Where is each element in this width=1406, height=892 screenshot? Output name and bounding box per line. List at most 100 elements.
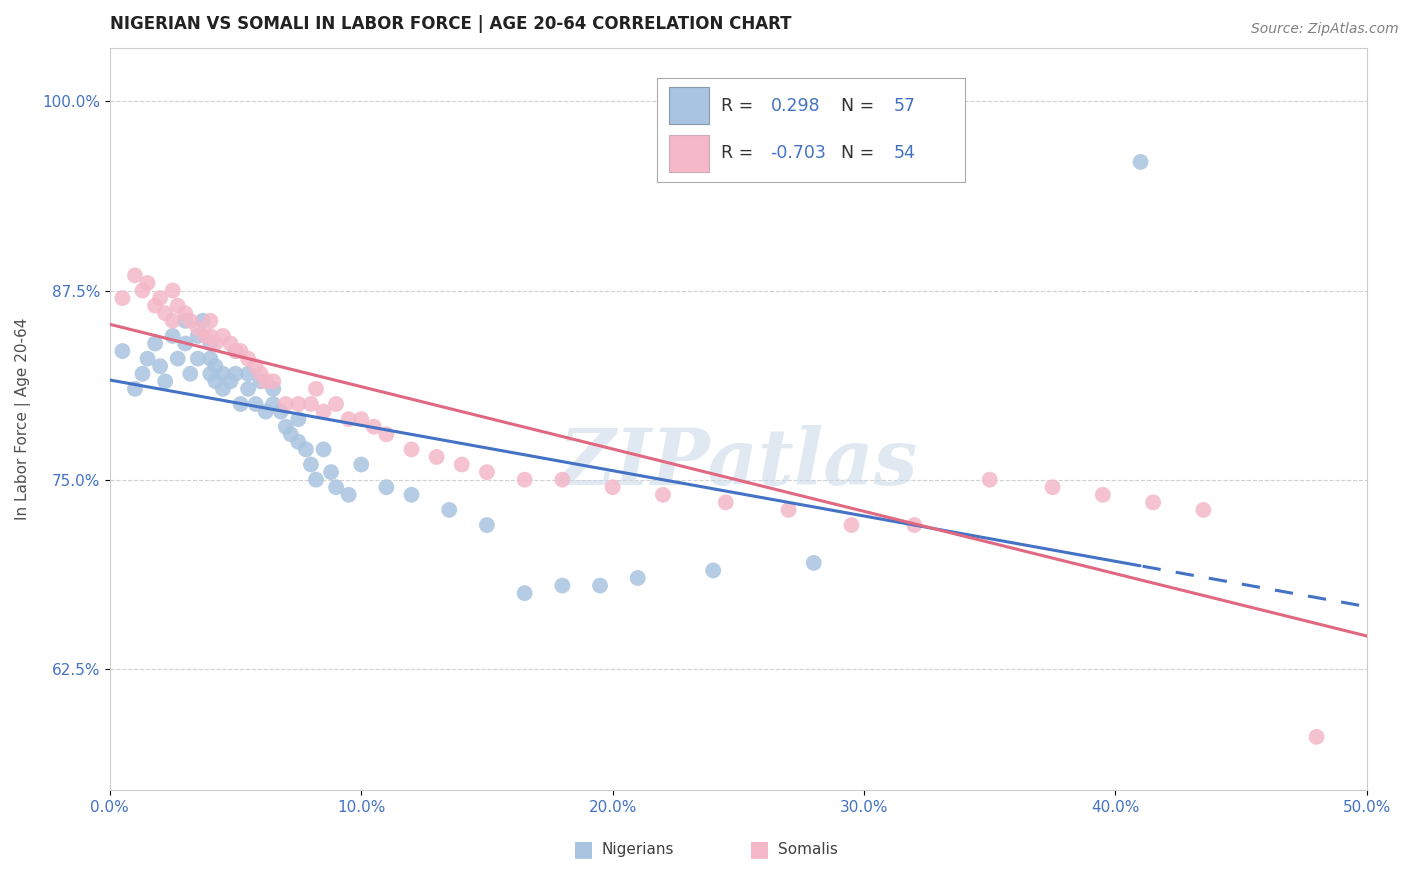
Point	[236, 351, 259, 366]
Point	[1192, 503, 1215, 517]
Point	[174, 306, 197, 320]
Point	[229, 397, 252, 411]
Point	[225, 344, 247, 359]
Point	[200, 314, 222, 328]
Point	[299, 458, 322, 472]
Point	[551, 578, 574, 592]
Point	[651, 488, 673, 502]
Text: ZIPatlas: ZIPatlas	[558, 425, 918, 502]
Point	[200, 329, 222, 343]
Point	[1305, 730, 1327, 744]
Point	[143, 336, 166, 351]
Point	[212, 329, 235, 343]
Text: Nigerians: Nigerians	[602, 842, 675, 856]
Y-axis label: In Labor Force | Age 20-64: In Labor Force | Age 20-64	[15, 318, 31, 520]
Point	[153, 306, 176, 320]
Point	[166, 351, 188, 366]
Point	[124, 382, 146, 396]
Point	[262, 397, 284, 411]
Point	[249, 367, 271, 381]
Point	[295, 442, 318, 457]
Point	[312, 404, 335, 418]
Point	[136, 351, 159, 366]
Point	[236, 367, 259, 381]
Point	[236, 382, 259, 396]
Point	[229, 344, 252, 359]
Point	[179, 367, 201, 381]
Point	[111, 291, 134, 305]
Point	[401, 488, 423, 502]
Point	[426, 450, 449, 464]
Point	[187, 321, 209, 335]
Point	[363, 419, 385, 434]
Point	[450, 458, 472, 472]
Point	[274, 397, 297, 411]
Point	[627, 571, 650, 585]
Point	[187, 351, 209, 366]
Text: NIGERIAN VS SOMALI IN LABOR FORCE | AGE 20-64 CORRELATION CHART: NIGERIAN VS SOMALI IN LABOR FORCE | AGE …	[110, 15, 792, 33]
Point	[162, 314, 184, 328]
Point	[475, 465, 498, 479]
Point	[131, 367, 153, 381]
Point	[287, 397, 309, 411]
Point	[204, 336, 226, 351]
Text: Source: ZipAtlas.com: Source: ZipAtlas.com	[1251, 22, 1399, 37]
Point	[136, 276, 159, 290]
Point	[200, 351, 222, 366]
Point	[225, 344, 247, 359]
Point	[219, 336, 242, 351]
Point	[803, 556, 825, 570]
Point	[513, 586, 536, 600]
Point	[149, 291, 172, 305]
Point	[245, 397, 267, 411]
Point	[200, 367, 222, 381]
Point	[143, 299, 166, 313]
Point	[299, 397, 322, 411]
Point	[262, 382, 284, 396]
Point	[219, 374, 242, 388]
Point	[319, 465, 342, 479]
Point	[245, 359, 267, 374]
Text: ■: ■	[574, 839, 593, 859]
Point	[602, 480, 624, 494]
Point	[305, 473, 328, 487]
Point	[187, 329, 209, 343]
Point	[1091, 488, 1114, 502]
Point	[312, 442, 335, 457]
Point	[162, 329, 184, 343]
Point	[1042, 480, 1064, 494]
Point	[287, 434, 309, 449]
Point	[325, 397, 347, 411]
Point	[702, 564, 724, 578]
Point	[212, 367, 235, 381]
Point	[274, 419, 297, 434]
Point	[212, 382, 235, 396]
Point	[124, 268, 146, 283]
Text: ■: ■	[749, 839, 769, 859]
Point	[1129, 155, 1152, 169]
Point	[131, 284, 153, 298]
Point	[111, 344, 134, 359]
Point	[249, 374, 271, 388]
Point	[287, 412, 309, 426]
Point	[200, 336, 222, 351]
Point	[191, 314, 214, 328]
Point	[903, 518, 925, 533]
Text: Somalis: Somalis	[778, 842, 838, 856]
Point	[225, 367, 247, 381]
Point	[439, 503, 461, 517]
Point	[270, 404, 292, 418]
Point	[280, 427, 302, 442]
Point	[337, 412, 360, 426]
Point	[350, 412, 373, 426]
Point	[262, 374, 284, 388]
Point	[153, 374, 176, 388]
Point	[204, 374, 226, 388]
Point	[254, 404, 277, 418]
Point	[589, 578, 612, 592]
Point	[305, 382, 328, 396]
Point	[166, 299, 188, 313]
Point	[174, 336, 197, 351]
Point	[375, 427, 398, 442]
Point	[475, 518, 498, 533]
